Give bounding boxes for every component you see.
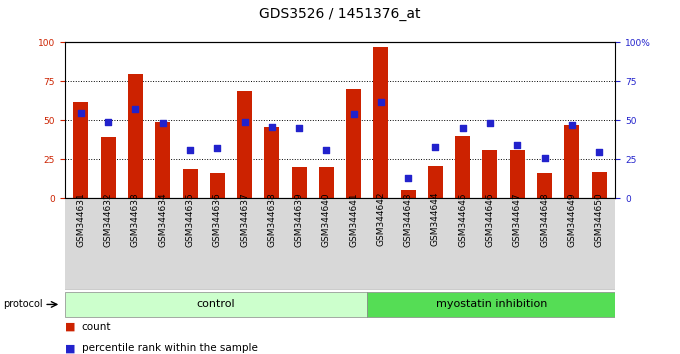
Text: percentile rank within the sample: percentile rank within the sample (82, 343, 258, 353)
Point (130, 107, 141, 112)
Point (184, 147, 195, 153)
Point (157, 121, 168, 126)
Text: GDS3526 / 1451376_at: GDS3526 / 1451376_at (259, 7, 421, 21)
Bar (537, 173, 552, 198)
Bar (346, 89, 361, 198)
Bar (367, 292, 615, 317)
Point (457, 125, 468, 131)
Bar (564, 125, 579, 198)
Text: count: count (82, 322, 111, 332)
Point (239, 119, 250, 125)
Bar (65, 292, 367, 317)
Bar (101, 137, 116, 198)
Text: ■: ■ (65, 322, 75, 332)
Point (403, 175, 413, 181)
Point (512, 142, 523, 148)
Point (566, 122, 577, 128)
Bar (373, 47, 388, 198)
Bar (265, 127, 279, 198)
Point (375, 99, 386, 104)
Point (321, 147, 332, 153)
Point (267, 124, 277, 130)
Point (348, 111, 359, 117)
Bar (182, 169, 197, 198)
Bar (455, 136, 470, 198)
Point (294, 125, 305, 131)
Bar (210, 173, 225, 198)
Bar (73, 102, 88, 198)
Bar (428, 166, 443, 198)
Bar (292, 167, 307, 198)
Bar (237, 91, 252, 198)
Point (212, 145, 223, 151)
Bar (401, 190, 415, 198)
Point (485, 121, 496, 126)
Point (103, 119, 114, 125)
Point (539, 155, 550, 161)
Bar (592, 172, 607, 198)
Text: protocol: protocol (3, 299, 43, 309)
Point (75, 110, 86, 115)
Text: myostatin inhibition: myostatin inhibition (436, 299, 547, 309)
Bar (483, 150, 498, 198)
Point (594, 149, 605, 154)
Text: ■: ■ (65, 343, 75, 353)
Bar (155, 122, 170, 198)
Bar (128, 74, 143, 198)
Bar (319, 167, 334, 198)
Text: control: control (197, 299, 235, 309)
Point (430, 144, 441, 150)
Bar (510, 150, 525, 198)
